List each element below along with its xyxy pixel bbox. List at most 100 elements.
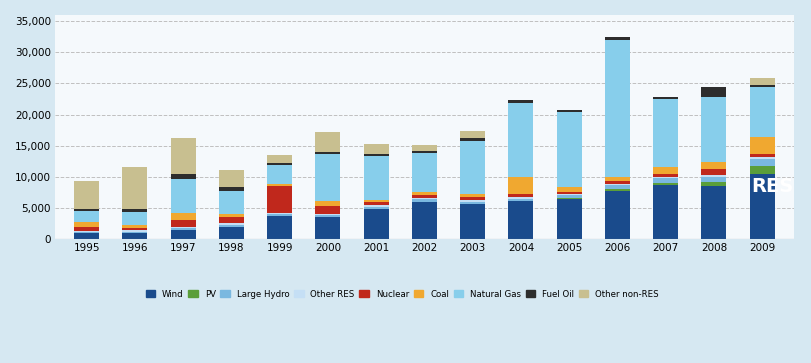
Bar bbox=[749, 85, 774, 87]
Bar bbox=[170, 228, 195, 230]
Bar bbox=[74, 227, 99, 231]
Bar bbox=[701, 177, 726, 182]
Bar bbox=[122, 225, 148, 228]
Bar bbox=[411, 199, 436, 202]
Bar bbox=[749, 157, 774, 159]
Bar bbox=[122, 167, 148, 209]
Bar bbox=[411, 195, 436, 198]
Bar bbox=[122, 232, 148, 233]
Bar bbox=[652, 97, 677, 99]
Bar bbox=[363, 156, 388, 200]
Bar bbox=[604, 40, 629, 177]
Bar bbox=[749, 137, 774, 154]
Bar bbox=[267, 213, 292, 214]
Bar bbox=[508, 178, 533, 194]
Bar bbox=[749, 166, 774, 174]
Bar bbox=[363, 144, 388, 154]
Bar bbox=[74, 231, 99, 232]
Bar bbox=[267, 185, 292, 213]
Bar bbox=[508, 197, 533, 199]
Bar bbox=[411, 145, 436, 151]
Bar bbox=[701, 175, 726, 177]
Bar bbox=[652, 99, 677, 167]
Bar bbox=[604, 184, 629, 185]
Bar bbox=[122, 231, 148, 232]
Bar bbox=[411, 198, 436, 199]
Bar bbox=[267, 216, 292, 239]
Bar bbox=[411, 202, 436, 239]
Bar bbox=[122, 233, 148, 239]
Bar bbox=[604, 185, 629, 189]
Bar bbox=[556, 112, 581, 187]
Bar bbox=[219, 187, 243, 191]
Bar bbox=[460, 204, 485, 239]
Bar bbox=[556, 187, 581, 192]
Bar bbox=[363, 202, 388, 205]
Bar bbox=[363, 207, 388, 209]
Text: RES: RES bbox=[751, 177, 793, 196]
Bar bbox=[460, 202, 485, 204]
Bar bbox=[219, 224, 243, 225]
Bar bbox=[363, 200, 388, 202]
Bar bbox=[749, 87, 774, 137]
Bar bbox=[315, 213, 340, 215]
Bar bbox=[460, 193, 485, 197]
Bar bbox=[315, 206, 340, 213]
Bar bbox=[508, 103, 533, 178]
Bar bbox=[363, 209, 388, 239]
Bar bbox=[749, 159, 774, 166]
Bar bbox=[219, 191, 243, 213]
Bar bbox=[122, 228, 148, 231]
Bar bbox=[749, 154, 774, 157]
Bar bbox=[122, 212, 148, 225]
Bar bbox=[701, 97, 726, 163]
Bar bbox=[508, 194, 533, 197]
Bar bbox=[701, 86, 726, 97]
Bar bbox=[170, 174, 195, 179]
Bar bbox=[460, 197, 485, 200]
Bar bbox=[267, 214, 292, 216]
Bar bbox=[170, 179, 195, 213]
Bar bbox=[267, 165, 292, 184]
Bar bbox=[267, 163, 292, 165]
Bar bbox=[219, 170, 243, 187]
Bar bbox=[652, 174, 677, 177]
Bar bbox=[122, 209, 148, 212]
Bar bbox=[604, 191, 629, 239]
Bar bbox=[652, 178, 677, 183]
Bar bbox=[460, 131, 485, 138]
Bar bbox=[363, 154, 388, 156]
Bar bbox=[315, 201, 340, 206]
Bar bbox=[460, 138, 485, 141]
Bar bbox=[411, 153, 436, 192]
Bar bbox=[267, 155, 292, 163]
Bar bbox=[74, 209, 99, 211]
Bar bbox=[556, 192, 581, 194]
Bar bbox=[652, 177, 677, 178]
Bar bbox=[267, 184, 292, 185]
Bar bbox=[749, 78, 774, 85]
Bar bbox=[508, 201, 533, 239]
Bar bbox=[701, 185, 726, 239]
Bar bbox=[74, 233, 99, 239]
Bar bbox=[556, 194, 581, 196]
Bar bbox=[315, 154, 340, 201]
Bar bbox=[508, 199, 533, 201]
Bar bbox=[604, 177, 629, 181]
Bar bbox=[604, 181, 629, 184]
Bar bbox=[556, 198, 581, 199]
Bar bbox=[604, 189, 629, 191]
Bar bbox=[315, 132, 340, 152]
Bar bbox=[74, 222, 99, 227]
Bar bbox=[219, 213, 243, 217]
Bar bbox=[556, 110, 581, 112]
Bar bbox=[701, 163, 726, 170]
Bar bbox=[74, 232, 99, 233]
Bar bbox=[170, 227, 195, 228]
Bar bbox=[508, 100, 533, 103]
Bar bbox=[315, 217, 340, 239]
Bar bbox=[460, 141, 485, 193]
Bar bbox=[219, 217, 243, 224]
Bar bbox=[652, 185, 677, 239]
Legend: Wind, PV, Large Hydro, Other RES, Nuclear, Coal, Natural Gas, Fuel Oil, Other no: Wind, PV, Large Hydro, Other RES, Nuclea… bbox=[144, 288, 660, 301]
